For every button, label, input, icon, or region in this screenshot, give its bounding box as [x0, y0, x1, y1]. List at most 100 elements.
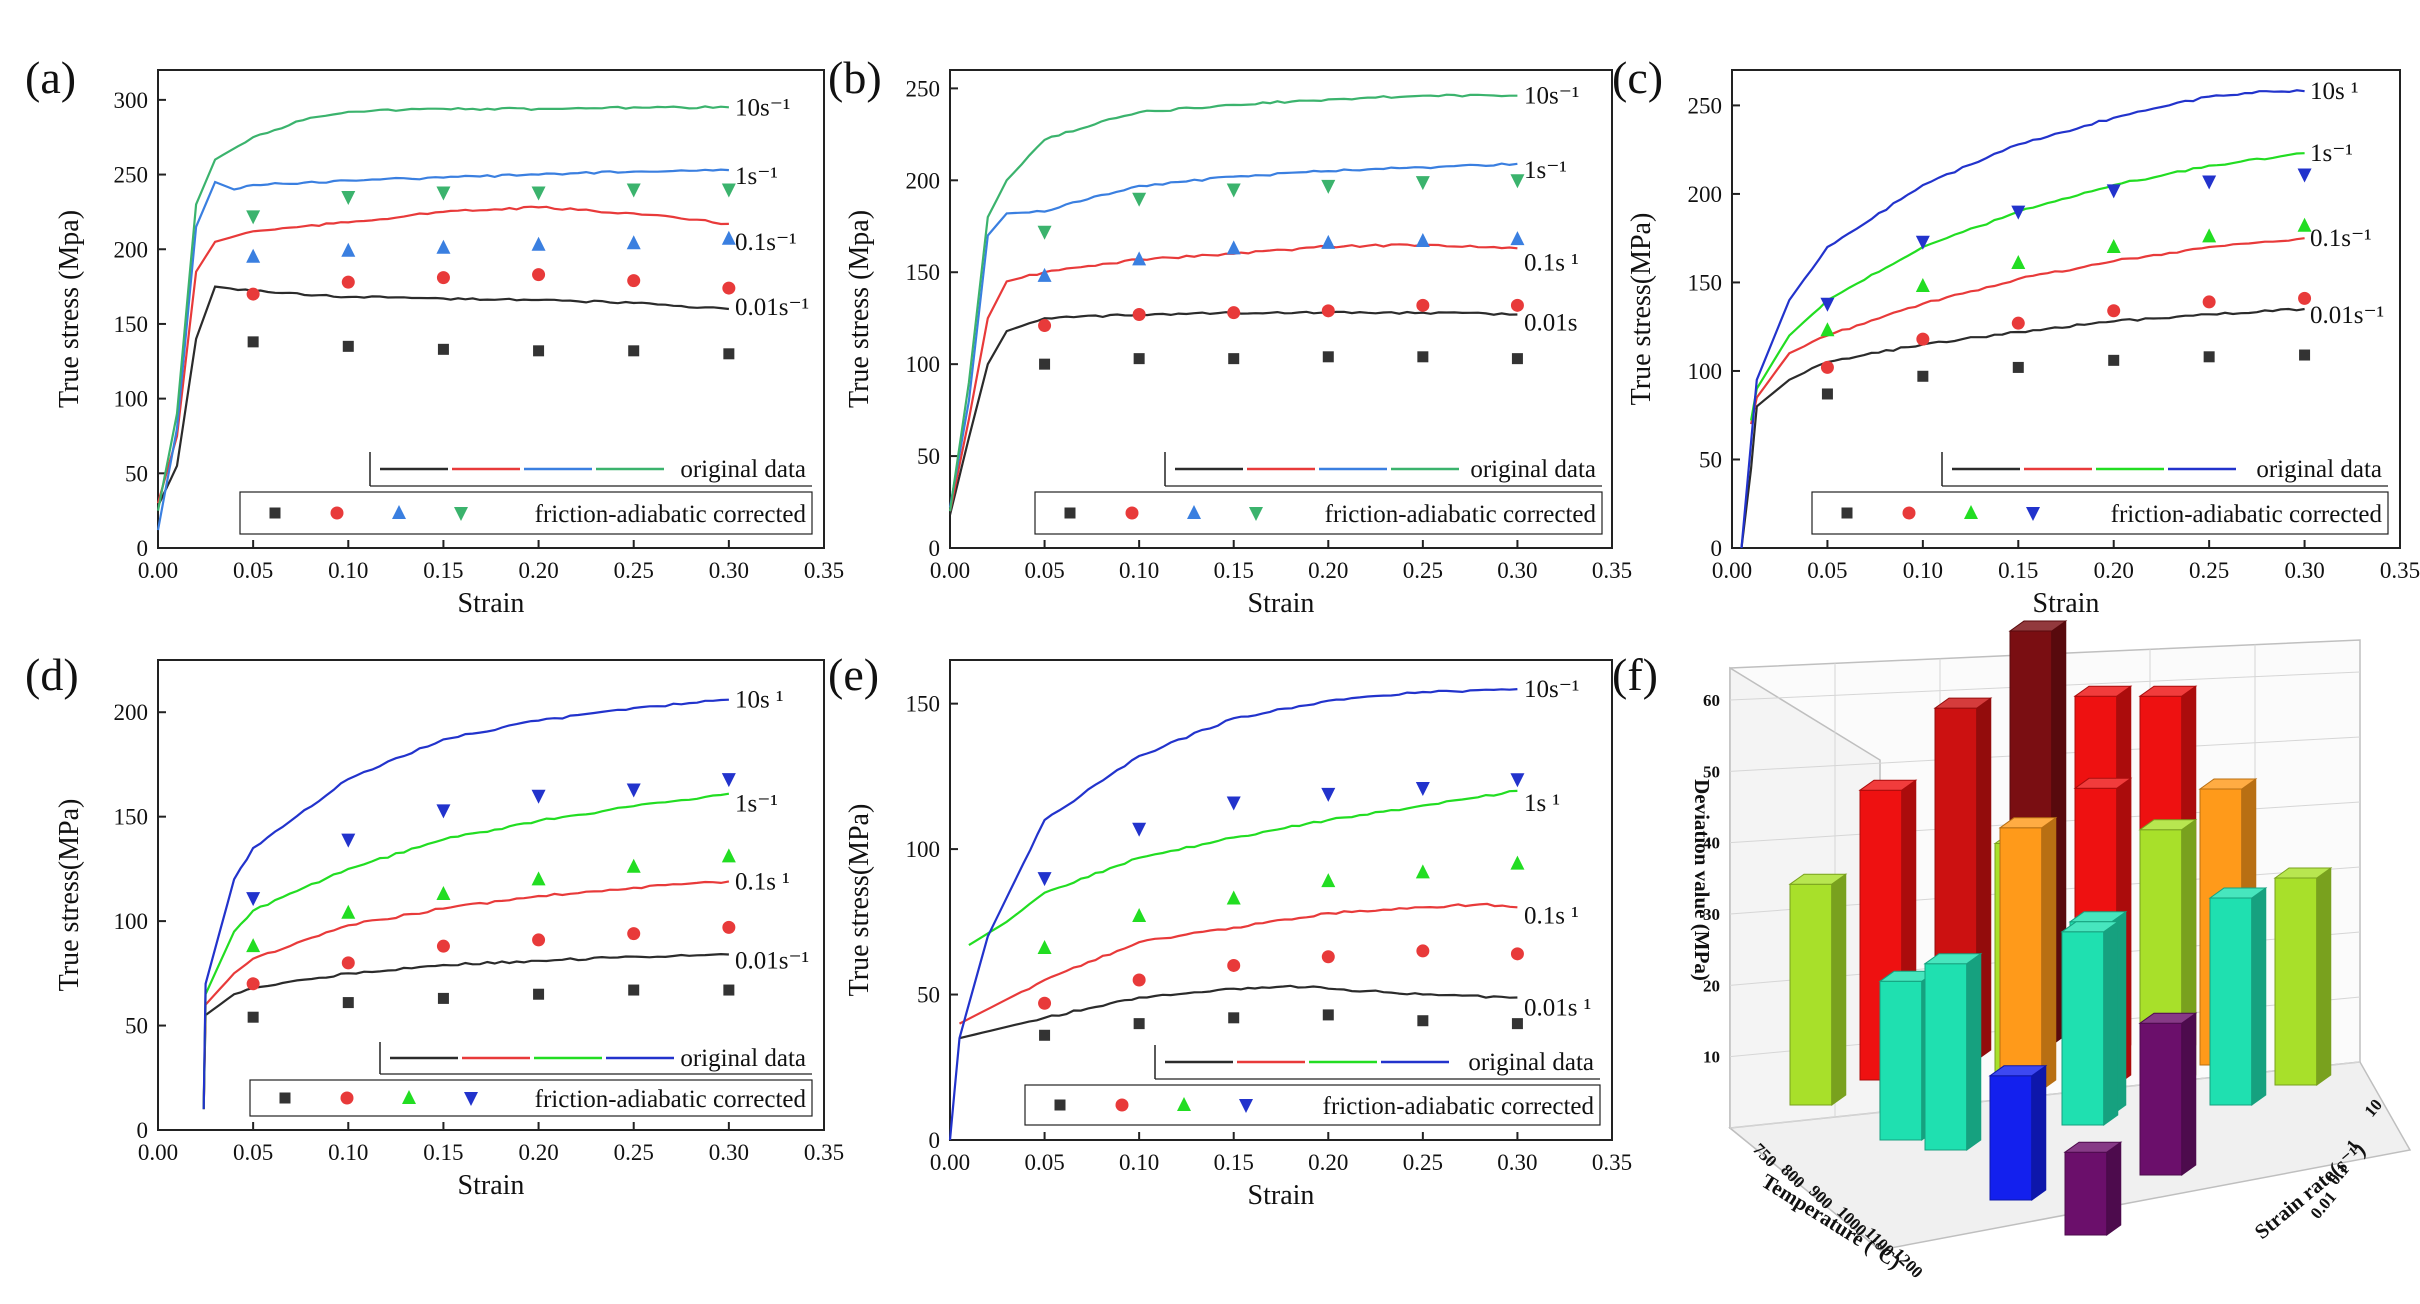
bar-top-face: [2063, 1141, 2123, 1153]
y-tick-label: 0: [137, 1118, 149, 1143]
x-tick-label: 0.20: [518, 1140, 558, 1165]
bar-top-face: [1988, 1065, 2048, 1077]
series-line-2: [968, 789, 1518, 947]
plot-frame: [949, 659, 1613, 1141]
x-axis-title: Strain: [458, 588, 525, 619]
y-tick-label: 300: [114, 88, 149, 113]
corrected-point: [1133, 1018, 1145, 1030]
panel-d: (d) 0.00 0.05 0.10 0.15 0.20 0.25 0.30 0.35 0 50 10…: [25, 649, 844, 1201]
bar-top-face: [2138, 1012, 2198, 1024]
corrected-point: [1510, 174, 1525, 189]
corrected-point: [627, 274, 641, 288]
panel-b: (b) 0.00 0.05 0.10 0.15 0.20 0.25 0.30 0.35 0 50 10…: [828, 52, 1632, 619]
x-tick-label: 0.05: [1807, 558, 1847, 583]
bar-top-face: [2138, 685, 2198, 697]
y-tick-label: 100: [114, 909, 149, 934]
corrected-point: [341, 190, 356, 205]
series-line-2: [156, 168, 729, 531]
corrected-point: [723, 984, 735, 996]
legend-marker-swatch: [269, 507, 281, 519]
x-tick-label: 0.15: [1214, 558, 1254, 583]
panel-c: (c) 0.00 0.05 0.10 0.15 0.20 0.25 0.30 0.35 0 50 10…: [1612, 52, 2420, 619]
x-tick-label: 0.35: [1592, 1150, 1632, 1175]
legend-marker-swatch: [340, 1091, 354, 1105]
corrected-point: [341, 242, 356, 257]
plot-frame: [1731, 69, 2401, 549]
bar-top-face: [1923, 953, 1983, 965]
x-tick-label: 0.20: [1308, 1150, 1348, 1175]
corrected-point: [436, 186, 451, 201]
bar-side-face: [2316, 867, 2332, 1086]
x-tick-label: 0.30: [709, 558, 749, 583]
z-axis-title: Deviation value (MPa): [1690, 779, 1714, 981]
corrected-point: [722, 920, 736, 934]
bar-front-face: [2061, 931, 2105, 1126]
bar-top-face: [2198, 778, 2258, 790]
corrected-point: [627, 927, 641, 941]
legend-corrected-label: friction-adiabatic corrected: [2111, 501, 2383, 528]
corrected-point: [2107, 304, 2121, 318]
corrected-point: [1227, 958, 1241, 972]
corrected-point: [246, 248, 261, 263]
corrected-point: [2203, 351, 2215, 363]
corrected-point: [1037, 225, 1052, 240]
series-line-1: [948, 243, 1518, 512]
bar-top-face: [2073, 777, 2133, 789]
x-tick-label: 0.30: [709, 1140, 749, 1165]
corrected-point: [1132, 308, 1146, 322]
corrected-point: [1037, 872, 1052, 887]
series-line-1: [959, 902, 1518, 1025]
bar-front-face: [1989, 1075, 2033, 1201]
corrected-point: [1917, 370, 1929, 382]
y-tick-label: 150: [114, 312, 149, 337]
series-line-3: [948, 688, 1518, 1141]
legend-marker-swatch: [464, 1092, 478, 1106]
y-tick-label: 50: [125, 461, 148, 486]
corrected-point: [1511, 353, 1523, 365]
rate-label: 0.1s ¹: [1524, 902, 1579, 929]
corrected-point: [2011, 205, 2026, 220]
bar-top-face: [2060, 921, 2120, 933]
legend-original-label: original data: [1468, 1049, 1594, 1076]
corrected-point: [341, 956, 355, 970]
corrected-point: [1037, 940, 1052, 954]
plot-frame: [949, 69, 1613, 549]
bar-top-face: [1788, 873, 1848, 885]
bar-side-face: [1966, 952, 1982, 1151]
corrected-point: [1039, 358, 1051, 370]
bar-front-face: [2209, 897, 2253, 1106]
rate-label: 1s⁻¹: [2310, 140, 2353, 167]
corrected-point: [341, 275, 355, 289]
x-tick-label: 0.05: [1024, 558, 1064, 583]
corrected-point: [436, 239, 451, 254]
corrected-point: [2202, 175, 2217, 190]
bar-1400-1: [2208, 887, 2268, 1106]
corrected-point: [626, 183, 641, 198]
bar-side-face: [2251, 887, 2267, 1106]
bar-1100-0.1: [1988, 1064, 2048, 1201]
rate-label: 1s ¹: [1524, 790, 1560, 817]
x-tick-label: 0.15: [1998, 558, 2038, 583]
z-tick-label: 30: [1703, 905, 1720, 924]
rate-label: 1s⁻¹: [735, 791, 778, 818]
x-tick-label: 0.15: [423, 1140, 463, 1165]
corrected-point: [1133, 353, 1145, 365]
series-line-2: [1750, 152, 2305, 421]
bar-1300-0.1: [2138, 1012, 2198, 1176]
legend-box: [249, 1079, 813, 1117]
corrected-point: [1228, 1012, 1240, 1024]
corrected-point: [1511, 1018, 1523, 1030]
y-tick-label: 50: [1699, 447, 1722, 472]
x-tick-label: 0.30: [1497, 558, 1537, 583]
bar-top-face: [2273, 867, 2333, 879]
y-axis-title: True stress (Mpa): [844, 210, 875, 408]
bar-top-face: [2138, 819, 2198, 831]
corrected-point: [532, 268, 546, 282]
corrected-point: [723, 348, 735, 360]
legend-marker-swatch: [1125, 506, 1139, 520]
y-axis-title: True stress(MPa): [1626, 213, 1657, 406]
corrected-point: [436, 804, 451, 819]
corrected-point: [626, 783, 641, 798]
corrected-point: [246, 977, 260, 991]
